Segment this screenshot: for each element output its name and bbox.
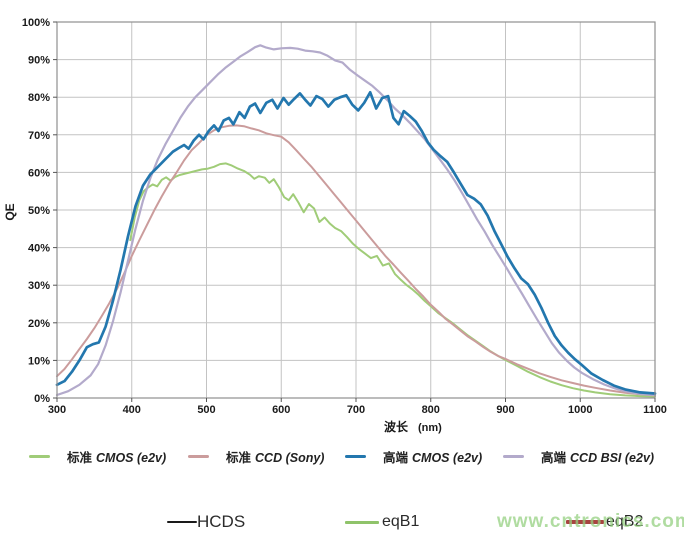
x-tick-label: 300: [48, 404, 66, 416]
hiend-ccd-bsi-line-swatch: [503, 455, 524, 458]
y-tick-label: 100%: [22, 17, 50, 29]
y-tick-label: 90%: [28, 55, 50, 67]
eqb1-line-swatch: [345, 520, 379, 524]
x-tick-label: 700: [347, 404, 365, 416]
legend-item-hiend-ccd-bsi: 高端 CCD BSI (e2v): [503, 447, 654, 466]
axis-tick-labels: 300 400 500 600 700 800 900 1000 1100 0% 10% 20% 30%…: [22, 17, 667, 416]
legend-label: HCDS: [197, 512, 246, 531]
legend-item-hiend-cmos: 高端 CMOS (e2v): [345, 447, 482, 466]
grid-lines: [56, 21, 656, 399]
legend-label: 标准 CCD (Sony): [226, 451, 325, 465]
axes: [53, 21, 656, 402]
x-tick-label: 1000: [568, 404, 592, 416]
y-tick-label: 0%: [34, 393, 50, 405]
series-legend: 标准 CMOS (e2v) 标准 CCD (Sony) 高端 CMOS (e2v) 高…: [0, 447, 684, 469]
legend-item-eqb1: eqB1: [345, 513, 419, 531]
series-curve-1: [56, 124, 656, 397]
legend-label: 高端 CCD BSI (e2v): [541, 451, 655, 465]
x-tick-label: 400: [123, 404, 141, 416]
y-tick-label: 40%: [28, 243, 50, 255]
legend-item-std-cmos: 标准 CMOS (e2v): [29, 447, 166, 466]
x-axis-unit: (nm): [418, 422, 442, 434]
y-axis-title: QE: [3, 203, 17, 220]
y-tick-label: 60%: [28, 167, 50, 179]
x-tick-label: 500: [197, 404, 215, 416]
x-tick-label: 800: [422, 404, 440, 416]
y-tick-label: 50%: [28, 205, 50, 217]
series-curves: [55, 44, 657, 398]
y-tick-label: 30%: [28, 280, 50, 292]
x-tick-label: 600: [272, 404, 290, 416]
hcds-line-swatch: [167, 521, 197, 523]
x-tick-label: 900: [496, 404, 514, 416]
legend-item-eqb2: eqB2: [566, 513, 643, 531]
legend-label: 高端 CMOS (e2v): [383, 451, 483, 465]
series-curve-2: [55, 44, 657, 397]
legend-item-hcds: HCDS: [167, 512, 245, 532]
hiend-cmos-line-swatch: [345, 455, 366, 458]
legend-label: eqB1: [382, 513, 420, 530]
y-tick-label: 80%: [28, 92, 50, 104]
legend-label: eqB2: [606, 513, 644, 530]
x-axis-title: 波长: [384, 419, 409, 434]
y-tick-label: 70%: [28, 130, 50, 142]
y-tick-label: 10%: [28, 355, 50, 367]
qe-spectral-response-chart: 300 400 500 600 700 800 900 1000 1100 0% 10% 20% 30%…: [3, 17, 667, 434]
x-tick-label: 1100: [643, 404, 667, 416]
eqb2-line-swatch: [566, 520, 604, 524]
series-curve-3: [55, 90, 657, 395]
std-ccd-line-swatch: [188, 455, 209, 458]
legend-item-std-ccd: 标准 CCD (Sony): [188, 447, 324, 466]
y-tick-label: 20%: [28, 318, 50, 330]
std-cmos-line-swatch: [29, 455, 50, 458]
legend-label: 标准 CMOS (e2v): [67, 451, 167, 465]
